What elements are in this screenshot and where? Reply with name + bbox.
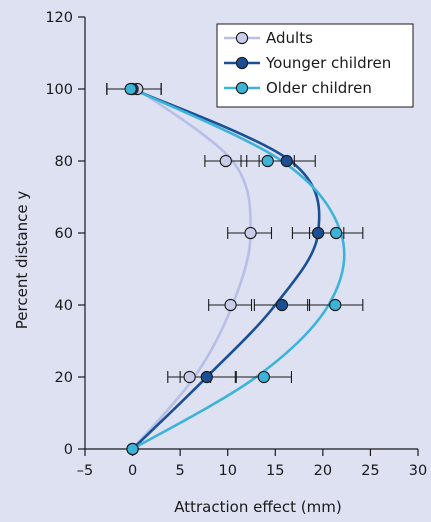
marker-older-children [257,370,271,384]
x-tick-label: 30 [409,463,427,479]
marker-adults [224,298,237,312]
legend-marker-younger-children [235,56,249,70]
x-axis-title: Attraction effect (mm) [174,498,341,516]
x-tick-label: 5 [176,463,185,479]
y-tick-label: 80 [55,154,73,170]
x-tick-label: 0 [128,463,137,479]
curve-adults [131,87,252,450]
y-tick-label: 100 [45,82,73,98]
legend-marker-older-children [235,81,249,95]
y-tick-label: 40 [55,298,73,314]
x-tick-label: 25 [361,463,379,479]
x-tick-label: 10 [218,463,236,479]
error-bars [106,83,364,383]
marker-younger-children [311,226,325,240]
y-tick-label: 20 [55,370,73,386]
marker-younger-children [280,154,293,168]
x-tick-label: 15 [266,463,284,479]
legend-label-adults: Adults [266,29,313,47]
marker-adults [183,370,196,384]
legend: Adults Younger children Older children [216,23,414,108]
y-tick-label: 60 [55,226,73,242]
marker-older-children [330,226,343,240]
x-tick-label: –5 [77,463,93,479]
marker-younger-children [200,370,213,384]
curve-younger-children [131,87,321,450]
x-tick-label: 20 [314,463,332,479]
marker-older-children [261,154,274,168]
fitted-curves [131,87,346,451]
y-tick-label: 0 [64,442,73,458]
y-axis-title: Percent distance y [13,191,31,330]
data-markers [124,82,343,456]
marker-adults [219,154,232,168]
y-tick-label: 120 [45,10,73,26]
marker-younger-children [275,298,289,312]
legend-marker-adults [235,31,249,45]
legend-label-older-children: Older children [266,79,372,97]
legend-label-younger-children: Younger children [265,54,391,72]
y-axis: 0 20 40 60 80 100 120 [45,10,86,458]
curve-older-children [131,87,346,451]
marker-adults [244,226,257,240]
marker-older-children [329,298,342,312]
marker-older-children [126,442,139,456]
marker-older-children [124,82,137,96]
